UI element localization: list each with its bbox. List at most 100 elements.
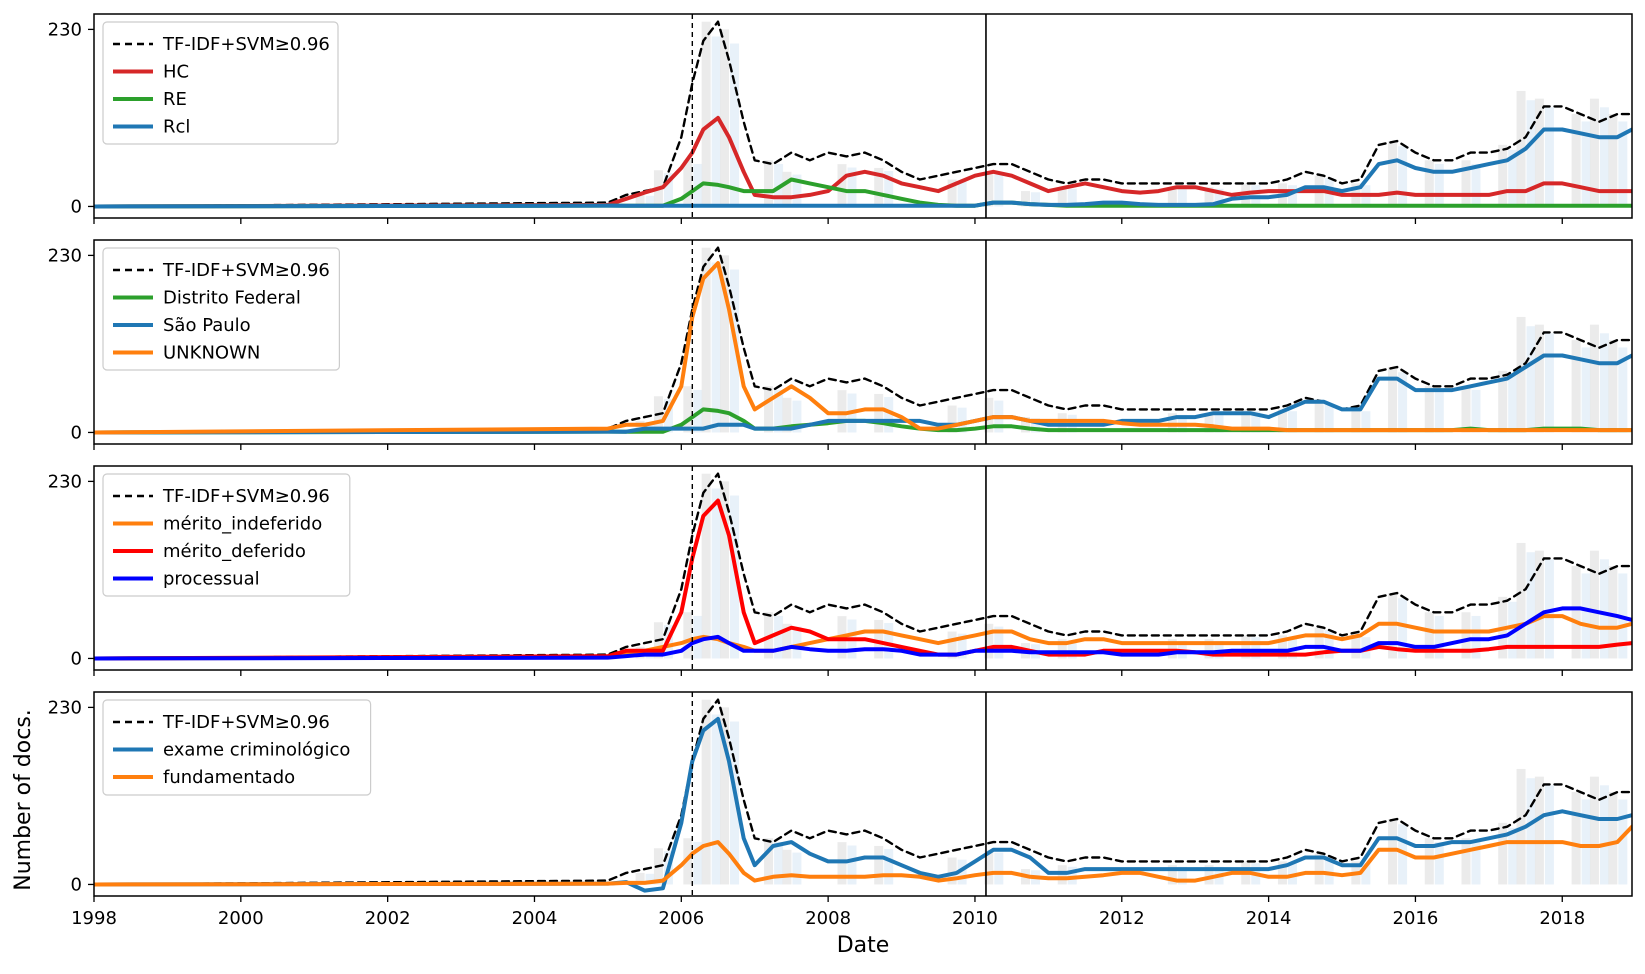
series-line-re [94, 177, 1632, 209]
histogram-bar-secondary [1544, 785, 1554, 885]
histogram-bar [1498, 144, 1508, 207]
histogram-bar-secondary [1618, 121, 1628, 207]
histogram-bar-secondary [693, 841, 703, 885]
histogram-bar-secondary [774, 615, 784, 659]
histogram-bar [837, 164, 847, 207]
x-tick-label: 2010 [952, 908, 998, 929]
series-line-tf-idf-svm-0-96 [94, 472, 1632, 660]
histogram-bar [1351, 635, 1361, 659]
histogram-bar-secondary [730, 269, 740, 433]
histogram-bar [1534, 98, 1544, 207]
histogram-bar [1516, 90, 1526, 207]
histogram-bar-secondary [957, 633, 967, 659]
histogram-bar-secondary [1599, 333, 1609, 433]
x-tick-label: 2012 [1099, 908, 1145, 929]
legend-label: RE [163, 89, 187, 110]
histogram-bar-secondary [1214, 414, 1224, 433]
histogram-bar-secondary [847, 845, 857, 885]
histogram-bar [1534, 324, 1544, 433]
histogram-bar [1534, 776, 1544, 885]
panel-4-plot-area [94, 692, 1632, 896]
histogram-bar-secondary [711, 488, 721, 659]
histogram-bar-secondary [1287, 185, 1297, 207]
histogram-bar-secondary [1434, 389, 1444, 433]
histogram-bar [720, 255, 730, 433]
histogram-bar-secondary [884, 171, 894, 207]
histogram-bar-secondary [1526, 778, 1536, 885]
histogram-bar-secondary [994, 852, 1004, 885]
legend-label: TF-IDF+SVM≥0.96 [162, 34, 330, 55]
histogram-bar [683, 160, 693, 207]
x-axis-label: Date [837, 933, 890, 958]
histogram-bar [720, 481, 730, 659]
histogram-bar [1277, 861, 1287, 885]
histogram-bar-secondary [1526, 326, 1536, 433]
legend-label: HC [163, 62, 189, 83]
histogram-bar [764, 160, 774, 207]
x-tick-label: 2006 [658, 908, 704, 929]
histogram-bar [1534, 550, 1544, 659]
histogram-bar [874, 845, 884, 885]
histogram-bar [1461, 612, 1471, 659]
y-tick-label: 0 [71, 196, 82, 217]
histogram-bar-secondary [884, 397, 894, 433]
legend-label: TF-IDF+SVM≥0.96 [162, 486, 330, 507]
histogram-bar [1589, 98, 1599, 207]
histogram-bar-secondary [957, 181, 967, 207]
x-tick-label: 1998 [71, 908, 117, 929]
histogram-bar-secondary [1599, 107, 1609, 207]
histogram-bar [701, 247, 711, 433]
histogram-bar [764, 838, 774, 885]
panel-4-frame [93, 691, 1633, 897]
histogram-bar [1351, 409, 1361, 433]
legend-label: Distrito Federal [163, 288, 301, 309]
histogram-bar-secondary [1177, 866, 1187, 885]
histogram-bar [1204, 865, 1214, 885]
panel-1-plot-area [94, 14, 1632, 218]
histogram-bar [720, 29, 730, 207]
histogram-bar-secondary [711, 262, 721, 433]
legend-label: fundamentado [163, 767, 295, 788]
histogram-bar-secondary [1599, 559, 1609, 659]
y-tick-label: 0 [71, 874, 82, 895]
histogram-bar [947, 857, 957, 885]
histogram-bar-secondary [1508, 827, 1518, 885]
histogram-bar [1314, 627, 1324, 659]
histogram-bar-secondary [730, 721, 740, 885]
histogram-bar-secondary [1434, 841, 1444, 885]
histogram-bar [764, 386, 774, 433]
histogram-bar [1461, 386, 1471, 433]
histogram-bar-secondary [1398, 146, 1408, 207]
legend-box [102, 699, 372, 796]
histogram-bar [635, 872, 645, 885]
x-tick-label: 2000 [218, 908, 264, 929]
histogram-bar-secondary [792, 400, 802, 433]
legend-label: processual [163, 569, 260, 590]
histogram-bar [635, 194, 645, 207]
x-tick-label: 2016 [1393, 908, 1439, 929]
histogram-bar [947, 631, 957, 659]
y-tick-label: 0 [71, 422, 82, 443]
histogram-bar-secondary [1508, 149, 1518, 207]
legend-box [102, 247, 340, 371]
series-line-tf-idf-svm-0-96 [94, 246, 1632, 434]
histogram-bar [984, 849, 994, 885]
histogram-bar [1314, 401, 1324, 433]
histogram-bar-secondary [1434, 163, 1444, 207]
panel-3-frame [93, 465, 1633, 671]
series-line-processual [94, 606, 1632, 661]
histogram-bar [1167, 187, 1177, 207]
histogram-bar-secondary [1361, 863, 1371, 885]
histogram-bar [1388, 367, 1398, 433]
histogram-bar-secondary [1251, 637, 1261, 659]
histogram-bar [874, 167, 884, 207]
histogram-bar [1608, 114, 1618, 207]
series-line-exame-criminol-gico [94, 716, 1632, 893]
histogram-bar [1277, 635, 1287, 659]
panel-3-plot-area [94, 466, 1632, 670]
histogram-bar [1589, 776, 1599, 885]
histogram-bar [1589, 550, 1599, 659]
histogram-bar-secondary [645, 195, 655, 207]
